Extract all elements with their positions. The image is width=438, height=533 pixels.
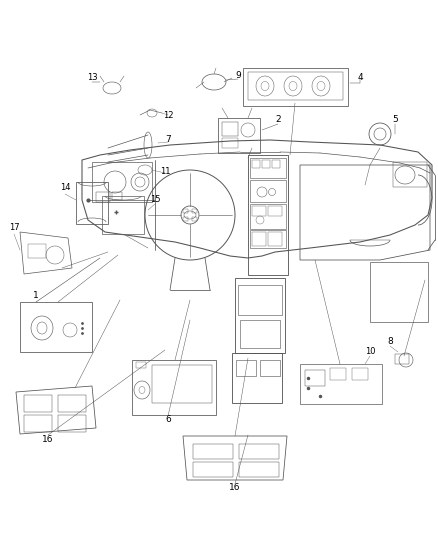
- Bar: [192, 209, 197, 213]
- Bar: [240, 320, 280, 348]
- Bar: [250, 230, 286, 248]
- Text: 17: 17: [9, 223, 19, 232]
- Bar: [238, 285, 282, 315]
- Bar: [136, 362, 146, 368]
- Bar: [243, 68, 348, 106]
- Text: 11: 11: [160, 167, 170, 176]
- Bar: [20, 302, 92, 352]
- Bar: [222, 138, 238, 148]
- Bar: [58, 415, 86, 432]
- Bar: [250, 204, 286, 229]
- Bar: [102, 196, 144, 234]
- Bar: [24, 415, 52, 432]
- Bar: [252, 160, 260, 168]
- Bar: [92, 162, 152, 202]
- Text: 13: 13: [87, 74, 97, 83]
- Bar: [370, 262, 428, 322]
- Text: 4: 4: [357, 74, 363, 83]
- Bar: [268, 232, 282, 246]
- Bar: [192, 217, 197, 221]
- Bar: [222, 122, 238, 136]
- Text: 16: 16: [42, 435, 54, 445]
- Bar: [239, 462, 279, 477]
- Bar: [96, 192, 110, 202]
- Bar: [58, 395, 86, 412]
- Bar: [193, 444, 233, 459]
- Text: 6: 6: [165, 416, 171, 424]
- Bar: [235, 278, 285, 353]
- Text: 14: 14: [60, 183, 70, 192]
- Bar: [252, 206, 266, 216]
- Bar: [218, 118, 260, 153]
- Bar: [300, 364, 382, 404]
- Bar: [268, 206, 282, 216]
- Text: 7: 7: [165, 135, 171, 144]
- Bar: [24, 395, 52, 412]
- Text: 8: 8: [387, 337, 393, 346]
- Text: 16: 16: [229, 483, 241, 492]
- Text: 1: 1: [33, 292, 39, 301]
- Bar: [183, 209, 188, 213]
- Bar: [393, 162, 427, 187]
- Text: 5: 5: [392, 116, 398, 125]
- Bar: [260, 360, 280, 376]
- Bar: [250, 158, 286, 178]
- Bar: [152, 365, 212, 403]
- Bar: [395, 354, 409, 364]
- Bar: [193, 462, 233, 477]
- Bar: [112, 192, 122, 200]
- Bar: [132, 360, 216, 415]
- Bar: [272, 160, 280, 168]
- Bar: [183, 217, 188, 221]
- Text: 10: 10: [365, 348, 375, 357]
- Bar: [252, 232, 266, 246]
- Text: 2: 2: [275, 116, 281, 125]
- Bar: [248, 72, 343, 100]
- Bar: [330, 368, 346, 380]
- Bar: [248, 155, 288, 275]
- Bar: [232, 353, 282, 403]
- Bar: [262, 160, 270, 168]
- Bar: [305, 370, 325, 386]
- Bar: [28, 244, 46, 258]
- Text: 15: 15: [150, 196, 160, 205]
- Text: 12: 12: [163, 110, 173, 119]
- Bar: [239, 444, 279, 459]
- Bar: [352, 368, 368, 380]
- Bar: [76, 182, 108, 224]
- Text: 9: 9: [235, 70, 241, 79]
- Bar: [250, 180, 286, 202]
- Bar: [236, 360, 256, 376]
